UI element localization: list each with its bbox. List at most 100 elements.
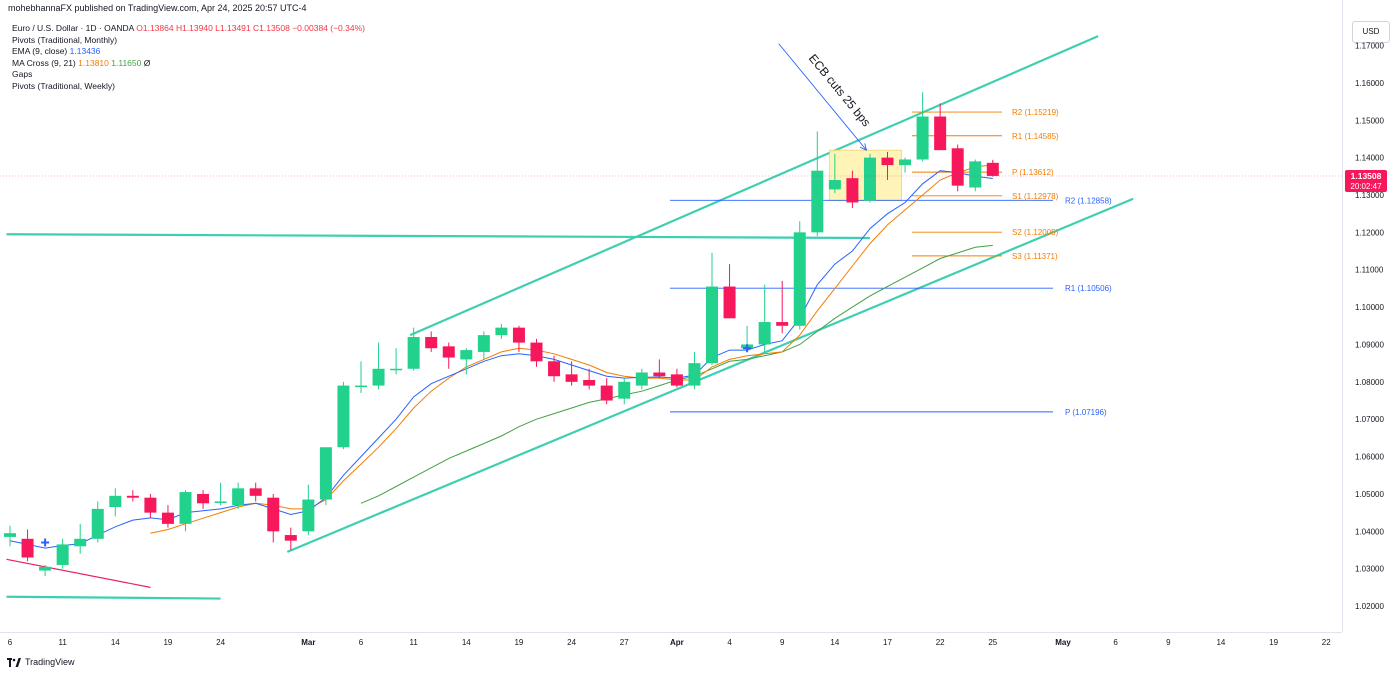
candle bbox=[109, 488, 122, 517]
x-tick-label: 14 bbox=[111, 638, 120, 647]
x-tick-label: 24 bbox=[567, 638, 576, 647]
candle-body bbox=[302, 499, 315, 532]
candle-body bbox=[144, 497, 157, 513]
candle bbox=[4, 525, 16, 547]
y-tick-label: 1.04000 bbox=[1355, 527, 1384, 536]
x-tick-label: 14 bbox=[830, 638, 839, 647]
x-tick-label: 11 bbox=[409, 638, 418, 647]
x-tick-label: 17 bbox=[883, 638, 892, 647]
candle bbox=[828, 153, 841, 194]
candle bbox=[565, 361, 578, 386]
candle-body bbox=[407, 336, 420, 369]
candle-body bbox=[284, 535, 297, 541]
candle bbox=[39, 564, 52, 577]
legend-ma-cross[interactable]: MA Cross (9, 21) 1.13810 1.11650 Ø bbox=[12, 58, 365, 70]
x-tick-label: 14 bbox=[462, 638, 471, 647]
ema-label: EMA (9, close) bbox=[12, 46, 68, 56]
ema-line bbox=[9, 170, 993, 549]
candle-body bbox=[600, 385, 613, 401]
symbol-title[interactable]: Euro / U.S. Dollar · 1D · OANDA bbox=[12, 23, 134, 33]
currency-button[interactable]: USD bbox=[1352, 21, 1390, 43]
legend-ema[interactable]: EMA (9, close) 1.13436 bbox=[12, 46, 365, 58]
candle-body bbox=[179, 492, 192, 524]
candle-body bbox=[706, 286, 718, 364]
plot-area: R2 (1.12858) R1 (1.10506) P (1.07196) R2 (1… bbox=[0, 35, 1342, 600]
candle-body bbox=[425, 336, 438, 349]
candle-body bbox=[267, 497, 280, 532]
candle bbox=[179, 490, 192, 532]
footer-brand[interactable]: TradingView bbox=[7, 657, 75, 667]
legend-gaps[interactable]: Gaps bbox=[12, 69, 33, 79]
trend-line bbox=[286, 197, 1134, 553]
x-tick-label: 24 bbox=[216, 638, 225, 647]
candle bbox=[723, 264, 736, 319]
weekly-pivot-label: S2 (1.12005) bbox=[1012, 228, 1059, 237]
candle bbox=[390, 348, 403, 375]
y-tick-label: 1.05000 bbox=[1355, 490, 1384, 499]
candle-body bbox=[4, 533, 16, 537]
candle-body bbox=[21, 538, 34, 558]
candle-body bbox=[618, 381, 631, 399]
candle-body bbox=[39, 566, 52, 571]
candle bbox=[144, 493, 157, 519]
candle bbox=[56, 538, 69, 569]
candle-body bbox=[530, 342, 543, 362]
candle-body bbox=[372, 368, 385, 386]
candle-body bbox=[337, 385, 350, 448]
candle bbox=[600, 378, 613, 405]
candle bbox=[512, 325, 525, 352]
candle-body bbox=[986, 162, 999, 176]
candle bbox=[302, 484, 315, 536]
candle-body bbox=[161, 512, 174, 524]
candle-body bbox=[916, 116, 929, 160]
legend-pivots-monthly[interactable]: Pivots (Traditional, Monthly) bbox=[12, 34, 118, 45]
legend-pivots-weekly[interactable]: Pivots (Traditional, Weekly) bbox=[12, 80, 115, 91]
candle-body bbox=[758, 322, 771, 345]
y-tick-label: 1.15000 bbox=[1355, 116, 1384, 125]
x-tick-label: 19 bbox=[163, 638, 172, 647]
x-tick-label: 9 bbox=[1166, 638, 1171, 647]
candle-body bbox=[776, 322, 789, 326]
candle bbox=[670, 368, 683, 388]
x-tick-label: 9 bbox=[780, 638, 785, 647]
weekly-pivot-label: R2 (1.15219) bbox=[1012, 108, 1059, 117]
candle bbox=[319, 447, 332, 506]
candle-body bbox=[249, 488, 262, 496]
ma-cross-label: MA Cross (9, 21) bbox=[12, 57, 76, 68]
trend-line bbox=[6, 595, 221, 600]
candle-body bbox=[899, 159, 912, 166]
y-tick-label: 1.12000 bbox=[1355, 228, 1384, 237]
ema-value: 1.13436 bbox=[69, 46, 101, 56]
candle bbox=[21, 529, 34, 562]
candle-body bbox=[670, 374, 683, 386]
candle bbox=[635, 368, 648, 390]
candle bbox=[126, 490, 139, 502]
candle bbox=[161, 505, 174, 528]
monthly-pivot-label: R1 (1.10506) bbox=[1065, 284, 1112, 293]
candle-body bbox=[548, 361, 561, 377]
y-tick-label: 1.13000 bbox=[1355, 191, 1384, 200]
candle bbox=[460, 348, 473, 375]
candle-body bbox=[214, 501, 227, 503]
x-tick-label: 4 bbox=[727, 638, 732, 647]
candle bbox=[811, 131, 824, 237]
candle bbox=[284, 527, 297, 551]
y-tick-label: 1.14000 bbox=[1355, 154, 1384, 163]
candle bbox=[91, 501, 104, 543]
candle-body bbox=[951, 148, 964, 186]
candle bbox=[548, 355, 561, 382]
candle-body bbox=[390, 368, 403, 371]
trend-line bbox=[409, 35, 1099, 337]
x-tick-label: 22 bbox=[936, 638, 945, 647]
gap-marker-icon bbox=[41, 538, 50, 547]
y-tick-label: 1.16000 bbox=[1355, 79, 1384, 88]
candle bbox=[969, 159, 982, 192]
x-tick-label: 25 bbox=[988, 638, 997, 647]
weekly-pivot-label: S1 (1.12978) bbox=[1012, 192, 1059, 201]
candle-body bbox=[495, 327, 508, 336]
candle bbox=[899, 157, 912, 173]
candle bbox=[863, 153, 876, 203]
candle-body bbox=[863, 157, 876, 201]
